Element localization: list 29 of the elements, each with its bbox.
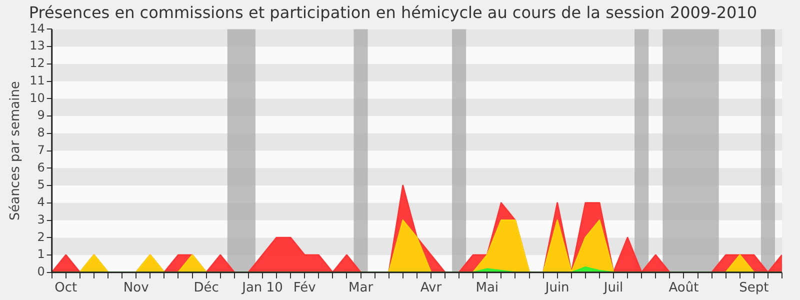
x-tick-label: Mar bbox=[348, 280, 374, 296]
x-tick-label: Jan 10 bbox=[241, 280, 283, 296]
y-tick-label: 10 bbox=[30, 90, 45, 105]
x-tick-label: Mai bbox=[476, 280, 499, 296]
y-tick-label: 4 bbox=[37, 195, 45, 210]
x-tick-label: Sept bbox=[739, 280, 769, 296]
x-tick-label: Avr bbox=[420, 280, 442, 296]
x-tick-label: Déc bbox=[194, 280, 219, 296]
x-tick-label: Fév bbox=[293, 280, 316, 296]
y-tick-label: 11 bbox=[30, 73, 45, 88]
y-tick-label: 13 bbox=[30, 38, 45, 53]
y-tick-label: 8 bbox=[37, 126, 45, 140]
x-tick-label: Juil bbox=[602, 280, 624, 296]
y-tick-label: 6 bbox=[37, 160, 45, 174]
x-tick-label: Juin bbox=[544, 280, 570, 296]
y-tick-label: 12 bbox=[30, 56, 45, 70]
y-tick-label: 0 bbox=[37, 264, 45, 279]
y-tick-label: 9 bbox=[37, 108, 45, 122]
y-tick-label: 14 bbox=[30, 21, 45, 36]
y-tick-label: 2 bbox=[37, 230, 45, 244]
y-tick-label: 5 bbox=[37, 178, 45, 192]
y-tick-label: 3 bbox=[37, 212, 45, 226]
y-tick-label: 1 bbox=[37, 247, 45, 262]
x-tick-label: Nov bbox=[123, 280, 150, 296]
chart-title: Présences en commissions et participation en hémicycle au cours de la session 2009-2010 bbox=[28, 2, 758, 22]
y-axis-title: Séances par semaine bbox=[8, 81, 24, 221]
x-tick-label: Oct bbox=[54, 280, 78, 296]
x-tick-label: Août bbox=[668, 280, 699, 296]
y-tick-label: 7 bbox=[37, 142, 45, 157]
